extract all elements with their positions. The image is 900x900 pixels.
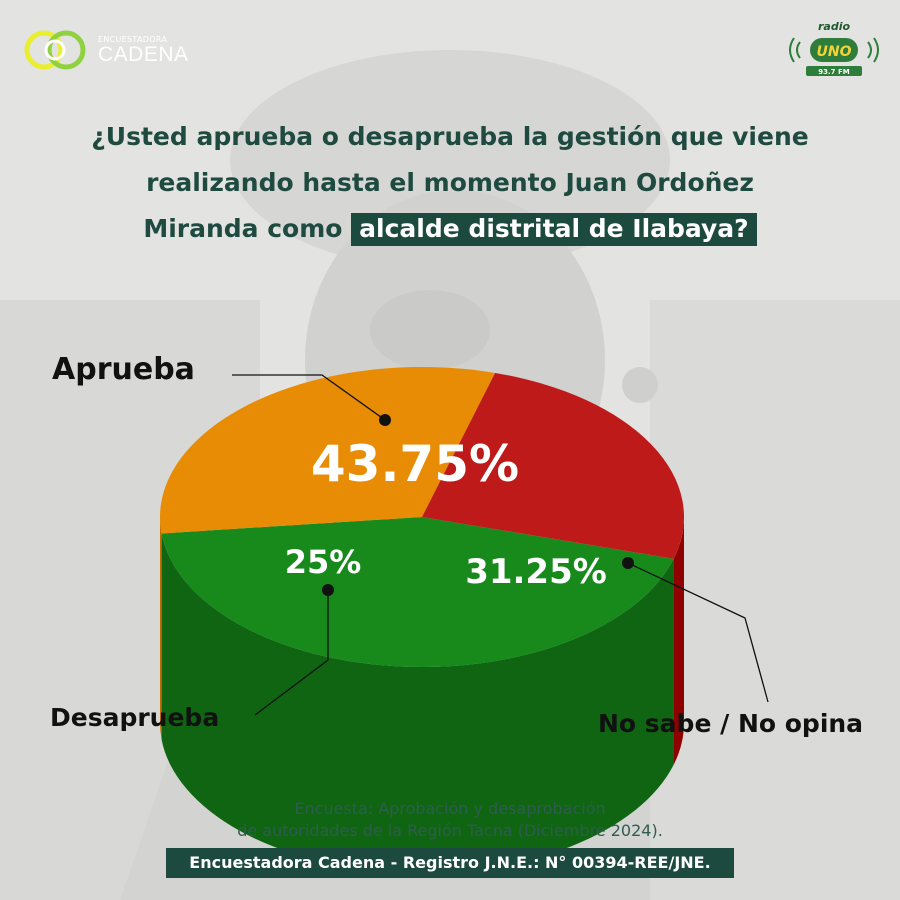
footer-line-2: de autoridades de la Región Tacna (Dicie…: [237, 821, 663, 840]
radio-wave-left-icon: [796, 41, 801, 59]
pie-tops: [159, 366, 685, 668]
no-opina-value-label: 31.25%: [465, 552, 607, 592]
desaprueba-slice-side: [673, 517, 684, 765]
no-opina-leader-line: [627, 562, 769, 703]
radio-wave-right-icon: [867, 41, 872, 59]
no-opina-slice-side: [160, 517, 162, 740]
desaprueba-slice: [422, 372, 685, 559]
pollster-logo: ENCUESTADORA CADENA: [22, 26, 189, 74]
pollster-name: CADENA: [98, 42, 189, 66]
no-opina-slice: [159, 366, 496, 534]
radio-logo-name: UNO: [817, 44, 852, 60]
desaprueba-value-label: 25%: [285, 543, 362, 581]
question-line-2: realizando hasta el momento Juan Ordoñez: [146, 168, 754, 197]
desaprueba-category-label: Desaprueba: [50, 703, 219, 732]
radio-logo-top: radio: [818, 20, 850, 33]
aprueba-slice-side: [161, 533, 674, 874]
pollster-label: ENCUESTADORA: [98, 34, 168, 44]
rings-logo-icon: [24, 30, 86, 70]
no-opina-category-label: No sabe / No opina: [598, 709, 863, 738]
no-opina-leader-dot: [622, 557, 634, 569]
question-line-3: Miranda como alcalde distrital de Ilabay…: [40, 206, 860, 252]
desaprueba-leader-line: [254, 590, 329, 716]
aprueba-leader-dot: [379, 414, 391, 426]
radio-logo-frequency: 93.7 FM: [818, 68, 849, 76]
aprueba-slice: [161, 517, 674, 668]
radio-logo: radio UNO 93.7 FM: [789, 20, 879, 76]
pie-sides: [160, 517, 684, 874]
survey-question: ¿Usted aprueba o desaprueba la gestión q…: [40, 114, 860, 252]
question-highlight: alcalde distrital de Ilabaya?: [351, 213, 757, 246]
footer-line-1: Encuesta: Aprobación y desaprobación: [294, 799, 606, 818]
question-line-3-plain: Miranda como: [143, 214, 343, 243]
question-line-1: ¿Usted aprueba o desaprueba la gestión q…: [91, 122, 809, 151]
registry-banner: Encuestadora Cadena - Registro J.N.E.: N…: [166, 848, 734, 878]
aprueba-leader-line: [232, 374, 386, 421]
survey-footer: Encuesta: Aprobación y desaprobación de …: [0, 798, 900, 842]
aprueba-value-label: 43.75%: [311, 435, 519, 493]
aprueba-category-label: Aprueba: [52, 352, 195, 387]
desaprueba-leader-dot: [322, 584, 334, 596]
